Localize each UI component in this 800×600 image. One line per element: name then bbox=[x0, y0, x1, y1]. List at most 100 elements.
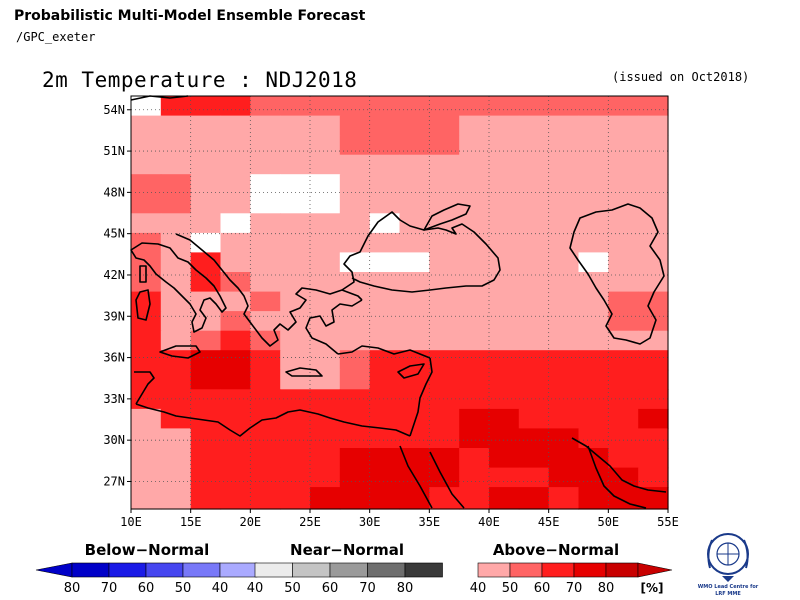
coastline-north-africa bbox=[135, 403, 411, 437]
grid-cell bbox=[280, 506, 311, 510]
grid-cell bbox=[459, 330, 490, 351]
grid-cell bbox=[339, 232, 371, 254]
colorbar-above-segment bbox=[509, 562, 543, 578]
grid-cell bbox=[459, 154, 490, 175]
grid-cell bbox=[339, 291, 371, 312]
grid-cell bbox=[548, 369, 580, 390]
grid-cell bbox=[548, 154, 580, 175]
grid-cell bbox=[489, 154, 520, 175]
grid-cell bbox=[160, 448, 192, 469]
grid-cell bbox=[339, 330, 371, 351]
legend-above-title: Above−Normal bbox=[492, 541, 620, 559]
grid-cell bbox=[399, 506, 430, 510]
colorbar-above-segment bbox=[477, 562, 511, 578]
grid-cell bbox=[310, 487, 341, 508]
grid-cell bbox=[160, 174, 192, 195]
grid-cell bbox=[250, 154, 281, 175]
grid-cell bbox=[548, 330, 580, 351]
colorbar-near-label: 60 bbox=[322, 581, 339, 596]
grid-cell bbox=[518, 115, 550, 136]
grid-cell bbox=[220, 311, 251, 332]
grid-cell bbox=[429, 154, 460, 175]
lon-tick-label: 10E bbox=[120, 515, 142, 529]
grid-cell bbox=[310, 193, 341, 214]
grid-cell bbox=[399, 115, 430, 136]
grid-cell bbox=[250, 448, 281, 469]
grid-cell bbox=[518, 389, 550, 410]
coastline-red-sea-west bbox=[399, 445, 433, 509]
grid-cell bbox=[339, 96, 371, 117]
grid-cell bbox=[131, 96, 162, 117]
grid-cell bbox=[608, 291, 639, 312]
grid-cell bbox=[131, 174, 162, 195]
colorbar-below-segment bbox=[182, 562, 221, 578]
grid-cell bbox=[429, 506, 460, 510]
grid-cell bbox=[459, 272, 490, 293]
grid-cell bbox=[339, 213, 371, 234]
lat-tick-label: 30N bbox=[103, 433, 125, 447]
grid-cell bbox=[310, 350, 341, 371]
coastline-persian-gulf-south bbox=[587, 445, 647, 509]
grid-cell bbox=[131, 487, 162, 508]
grid-cell bbox=[489, 350, 520, 371]
lat-tick-label: 54N bbox=[103, 103, 125, 117]
colorbar-below-segment bbox=[71, 562, 110, 578]
grid-cell bbox=[339, 174, 371, 195]
colorbars: 80 70 60 50 40 40 50 60 70 80 40 50 60 70 80 [%] bbox=[35, 562, 673, 596]
grid-cell bbox=[399, 174, 430, 195]
grid-cell bbox=[280, 115, 311, 136]
coastline-black-sea bbox=[341, 211, 501, 293]
grid-cell bbox=[489, 330, 520, 351]
grid-cell bbox=[339, 389, 371, 410]
grid-cell bbox=[578, 448, 609, 469]
grid-cell bbox=[608, 174, 639, 195]
grid-cell bbox=[220, 252, 251, 273]
grid-cell bbox=[160, 487, 192, 508]
grid-cell bbox=[131, 291, 162, 312]
grid-cell bbox=[399, 193, 430, 214]
grid-cell bbox=[369, 193, 401, 214]
grid-cell bbox=[190, 330, 222, 351]
grid-cell bbox=[399, 311, 430, 332]
grid-cell bbox=[160, 389, 192, 410]
grid-cell bbox=[459, 448, 490, 469]
grid-cell bbox=[459, 467, 490, 488]
lon-tick-label: 40E bbox=[478, 515, 500, 529]
grid-cell bbox=[548, 311, 580, 332]
grid-cell bbox=[608, 330, 639, 351]
grid-cell bbox=[429, 330, 460, 351]
grid-cell bbox=[399, 487, 430, 508]
grid-cell bbox=[518, 193, 550, 214]
grid-cell bbox=[489, 272, 520, 293]
grid-cell bbox=[459, 193, 490, 214]
grid-cell bbox=[310, 506, 341, 510]
grid-cell bbox=[459, 487, 490, 508]
grid-cell bbox=[429, 350, 460, 371]
grid-cell bbox=[190, 389, 222, 410]
product-title: Probabilistic Multi-Model Ensemble Forec… bbox=[14, 8, 366, 24]
grid-cell bbox=[608, 115, 639, 136]
grid-cell bbox=[459, 213, 490, 234]
grid-cell bbox=[310, 369, 341, 390]
grid-cell bbox=[369, 428, 401, 449]
grid-cell bbox=[280, 272, 311, 293]
grid-cell bbox=[429, 428, 460, 449]
grid-cell bbox=[638, 311, 669, 332]
grid-cell bbox=[280, 448, 311, 469]
grid-cell bbox=[369, 291, 401, 312]
grid-cell bbox=[160, 330, 192, 351]
grid-cell bbox=[578, 350, 609, 371]
logo-line-1: WMO Lead Centre for bbox=[697, 584, 759, 590]
colorbar-above-arrow bbox=[637, 562, 673, 578]
colorbar-near-label: 50 bbox=[284, 581, 301, 596]
grid-cell bbox=[250, 272, 281, 293]
grid-cell bbox=[638, 96, 669, 117]
grid-cell bbox=[160, 311, 192, 332]
coastline-crete bbox=[285, 367, 323, 377]
colorbar-above-segment bbox=[605, 562, 639, 578]
grid-cell bbox=[369, 115, 401, 136]
grid-cell bbox=[518, 135, 550, 156]
wmo-logo: WMO Lead Centre for LRF MME bbox=[686, 528, 770, 598]
colorbar-near-label: 70 bbox=[359, 581, 376, 596]
grid-cell bbox=[459, 291, 490, 312]
